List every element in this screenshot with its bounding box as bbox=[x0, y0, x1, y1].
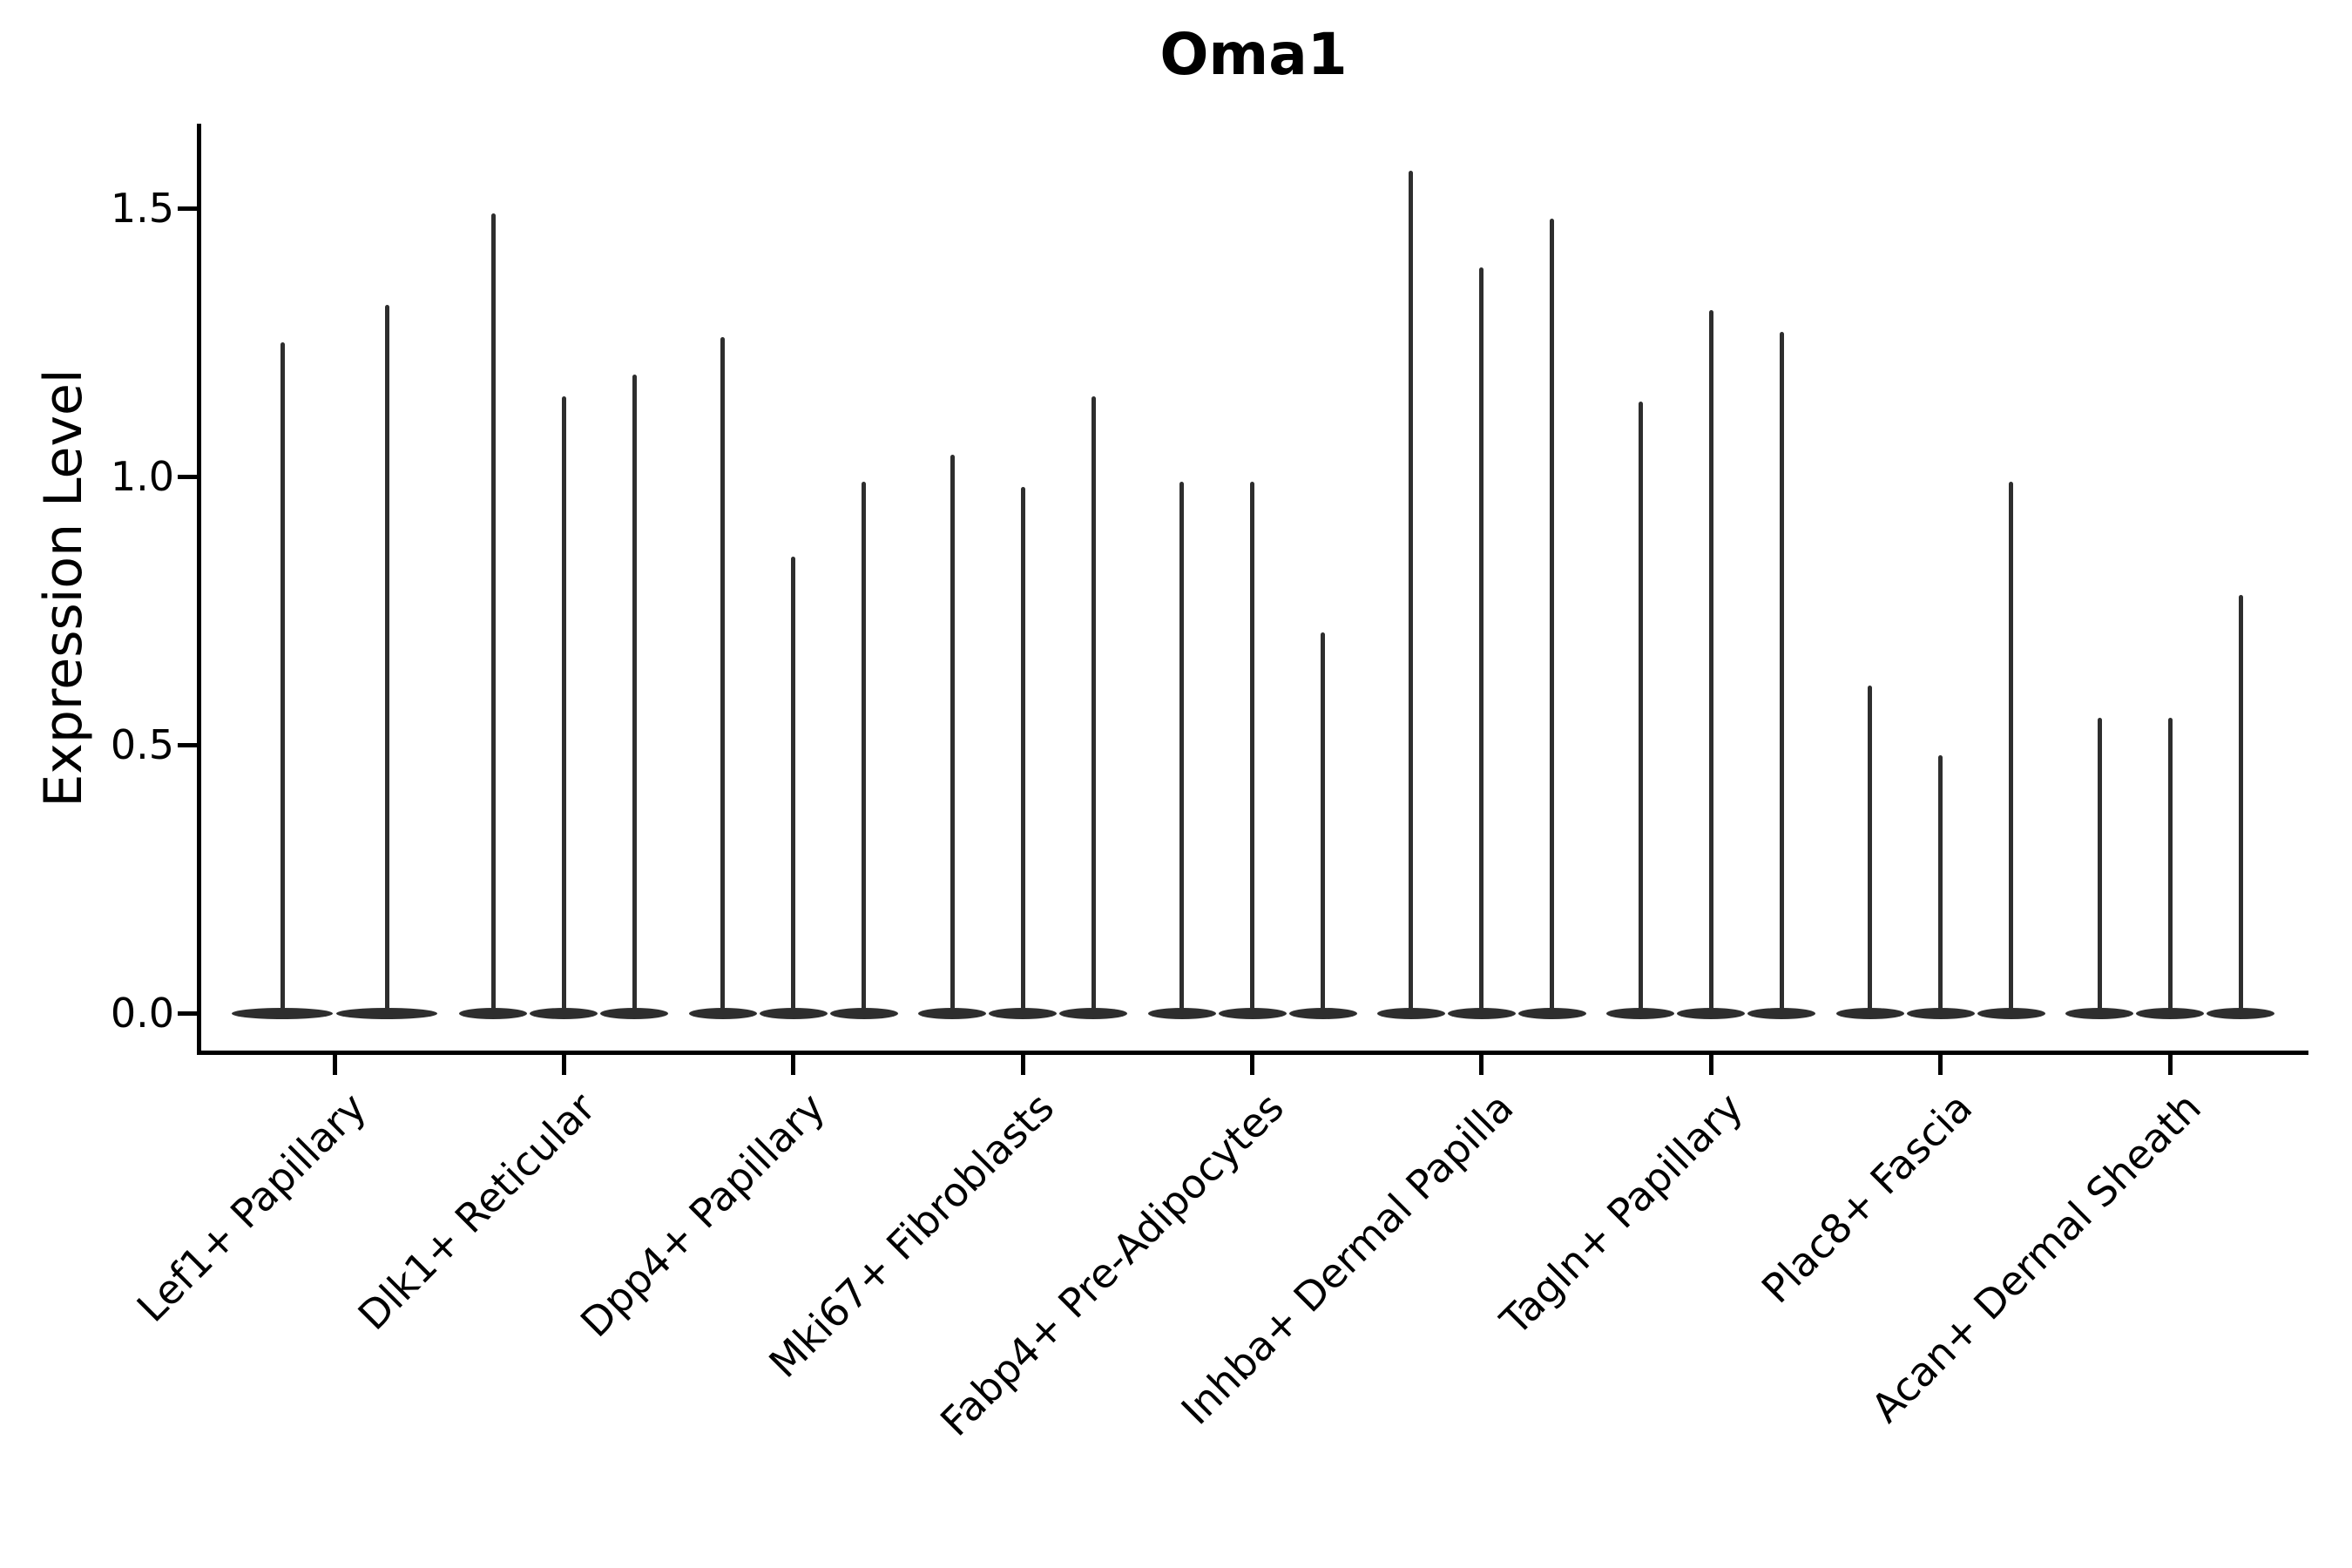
violin-base bbox=[232, 1007, 333, 1019]
violin-base bbox=[2065, 1007, 2133, 1019]
x-tick-mark bbox=[1250, 1052, 1254, 1075]
violin-base bbox=[759, 1007, 828, 1019]
violin-base bbox=[530, 1007, 598, 1019]
violin-base bbox=[1376, 1007, 1445, 1019]
x-tick-label: Plac8+ Fascia bbox=[1752, 1084, 1981, 1313]
y-tick-label: 1.0 bbox=[110, 453, 174, 500]
violin-base bbox=[829, 1007, 898, 1019]
violin-base bbox=[1906, 1007, 1975, 1019]
violin-base bbox=[600, 1007, 669, 1019]
violin-base bbox=[1977, 1007, 2045, 1019]
x-tick-label: Tagln+ Papillary bbox=[1490, 1084, 1752, 1344]
violin-base bbox=[1218, 1007, 1287, 1019]
violin-base bbox=[1606, 1007, 1675, 1019]
x-tick-mark bbox=[561, 1052, 566, 1075]
violin-spike bbox=[384, 304, 389, 1018]
x-tick-label: Lef1+ Papillary bbox=[127, 1084, 375, 1331]
violin-spike bbox=[632, 374, 637, 1018]
violin-spike bbox=[1708, 310, 1713, 1018]
violin-base bbox=[918, 1007, 987, 1019]
violin-base bbox=[1517, 1007, 1586, 1019]
violin-spike bbox=[791, 557, 796, 1018]
x-tick-mark bbox=[332, 1052, 337, 1075]
y-tick-label: 0.0 bbox=[110, 990, 174, 1037]
violin-spike bbox=[1479, 267, 1484, 1018]
y-tick-label: 0.5 bbox=[110, 721, 174, 768]
violin-base bbox=[1059, 1007, 1128, 1019]
x-tick-mark bbox=[1938, 1052, 1943, 1075]
violin-spike bbox=[2238, 594, 2243, 1018]
x-tick-mark bbox=[1020, 1052, 1025, 1075]
violin-spike bbox=[1638, 401, 1643, 1018]
y-tick-label: 1.5 bbox=[110, 185, 174, 232]
violin-base bbox=[1447, 1007, 1516, 1019]
y-tick-mark bbox=[178, 474, 199, 479]
violin-spike bbox=[1550, 219, 1555, 1018]
violin-spike bbox=[2167, 718, 2173, 1018]
x-tick-mark bbox=[1708, 1052, 1713, 1075]
violin-base bbox=[1835, 1007, 1904, 1019]
y-tick-mark bbox=[178, 742, 199, 747]
violin-base bbox=[2136, 1007, 2204, 1019]
violin-spike bbox=[490, 213, 496, 1018]
y-tick-mark bbox=[178, 1010, 199, 1016]
x-tick-label: Dlk1+ Reticular bbox=[348, 1084, 605, 1340]
violin-base bbox=[1677, 1007, 1746, 1019]
violin-spike bbox=[280, 342, 285, 1018]
violin-base bbox=[688, 1007, 757, 1019]
x-tick-mark bbox=[1479, 1052, 1484, 1075]
y-tick-mark bbox=[178, 206, 199, 211]
x-tick-mark bbox=[2167, 1052, 2173, 1075]
violin-spike bbox=[720, 336, 726, 1018]
violin-spike bbox=[950, 455, 955, 1018]
violin-base bbox=[459, 1007, 528, 1019]
violin-base bbox=[336, 1007, 437, 1019]
violin-spike bbox=[2009, 482, 2014, 1018]
violin-base bbox=[1747, 1007, 1816, 1019]
violin-spike bbox=[862, 482, 867, 1018]
y-axis-spine bbox=[197, 124, 201, 1055]
violin-base bbox=[1288, 1007, 1357, 1019]
x-tick-label: Dpp4+ Papillary bbox=[571, 1084, 834, 1347]
violin-spike bbox=[2097, 718, 2102, 1018]
violin-spike bbox=[1779, 331, 1784, 1018]
violin-base bbox=[2207, 1007, 2274, 1019]
violin-spike bbox=[1868, 686, 1873, 1018]
chart-title: Oma1 bbox=[1159, 21, 1348, 88]
violin-spike bbox=[1179, 482, 1184, 1018]
violin-spike bbox=[561, 395, 566, 1018]
violin-spike bbox=[1321, 632, 1325, 1018]
violin-base bbox=[989, 1007, 1058, 1019]
violin-spike bbox=[1409, 170, 1414, 1018]
violin-base bbox=[1147, 1007, 1216, 1019]
violin-spike bbox=[1091, 395, 1096, 1018]
violin-spike bbox=[1938, 755, 1943, 1018]
violin-spike bbox=[1250, 482, 1254, 1018]
violin-spike bbox=[1020, 487, 1025, 1018]
x-tick-mark bbox=[791, 1052, 796, 1075]
